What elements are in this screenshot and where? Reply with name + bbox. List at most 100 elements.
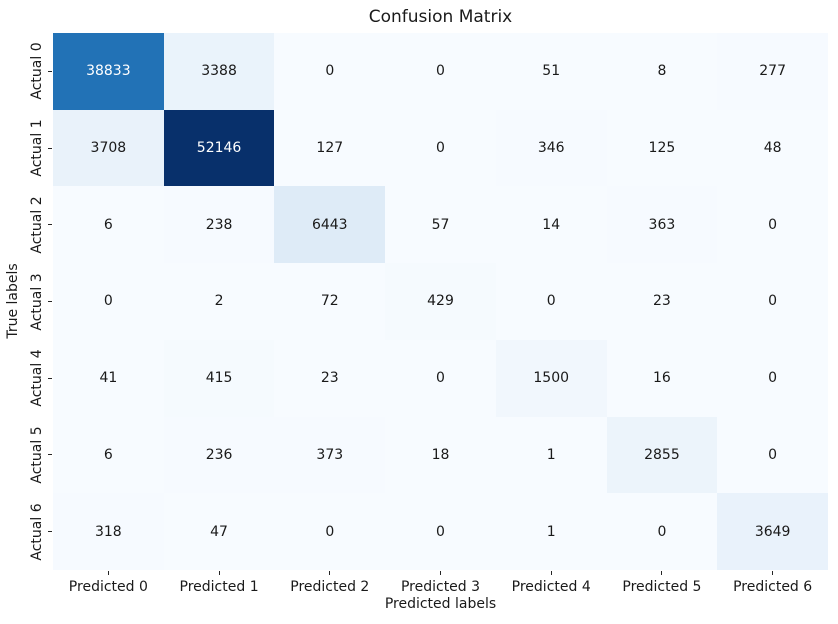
heatmap-cell-r6c2: 0: [274, 493, 386, 570]
cell-value: 125: [648, 140, 676, 157]
heatmap-cell-r6c3: 0: [385, 493, 496, 570]
cell-value: 14: [542, 216, 561, 233]
cell-value: 0: [768, 446, 778, 463]
cell-value: 127: [316, 140, 344, 157]
x-tick-mark-4: [550, 571, 552, 575]
cell-value: 0: [103, 293, 113, 310]
y-tick-label-6: Actual 6: [29, 503, 45, 561]
heatmap-cell-r2c6: 0: [717, 186, 828, 264]
heatmap-cell-r3c5: 23: [606, 263, 718, 340]
heatmap-cell-r0c5: 8: [606, 33, 718, 110]
x-tick-mark-6: [772, 571, 774, 575]
y-tick-mark-6: [48, 531, 52, 533]
y-tick-label-0: Actual 0: [29, 42, 45, 100]
cell-value: 0: [546, 293, 556, 310]
cell-value: 6443: [311, 216, 348, 233]
heatmap-cell-r4c6: 0: [717, 339, 828, 417]
chart-title: Confusion Matrix: [368, 7, 513, 27]
heatmap-cell-r4c5: 16: [606, 339, 718, 417]
heatmap-cell-r2c5: 363: [606, 186, 718, 264]
cell-value: 238: [205, 216, 233, 233]
cell-value: 0: [325, 523, 335, 540]
y-tick-label-3: Actual 3: [29, 272, 45, 331]
x-tick-mark-1: [218, 571, 220, 575]
y-tick-label-1: Actual 1: [29, 119, 45, 177]
heatmap-cell-r4c1: 415: [163, 339, 275, 417]
heatmap-cell-r3c1: 2: [163, 263, 275, 340]
cell-value: 0: [657, 523, 667, 540]
heatmap-cell-r0c4: 51: [495, 33, 607, 110]
cell-value: 0: [768, 370, 778, 387]
heatmap-cell-r2c2: 6443: [274, 186, 386, 264]
cell-value: 51: [542, 63, 561, 80]
heatmap-cell-r6c0: 318: [53, 493, 164, 570]
heatmap-cell-r1c0: 3708: [53, 109, 164, 187]
heatmap-cell-r6c5: 0: [606, 493, 718, 570]
heatmap-cell-r6c6: 3649: [717, 493, 828, 570]
heatmap-cell-r4c0: 41: [53, 339, 164, 417]
x-tick-label-4: Predicted 4: [511, 579, 591, 595]
cell-value: 1500: [533, 370, 570, 387]
x-tick-label-1: Predicted 1: [179, 579, 259, 595]
cell-value: 16: [653, 370, 671, 387]
cell-value: 6: [103, 216, 113, 233]
x-tick-label-3: Predicted 3: [400, 579, 481, 595]
cell-value: 72: [320, 293, 339, 310]
x-axis-label: Predicted labels: [384, 596, 497, 612]
cell-value: 3649: [754, 523, 791, 540]
heatmap-grid: 38833 3388 0 0 51 8 277 3708 52146 127 0 346 125 48 6 2…: [53, 33, 828, 570]
cell-value: 363: [648, 216, 676, 233]
y-tick-label-5: Actual 5: [29, 426, 45, 484]
x-tick-label-0: Predicted 0: [68, 579, 148, 595]
heatmap-cell-r3c6: 0: [717, 263, 828, 340]
cell-value: 236: [205, 446, 233, 463]
heatmap-cell-r4c3: 0: [385, 339, 496, 417]
x-tick-label-6: Predicted 6: [733, 579, 813, 595]
cell-value: 0: [436, 370, 445, 387]
heatmap-cell-r0c0: 38833: [53, 33, 164, 110]
cell-value: 41: [99, 370, 118, 387]
y-tick-mark-5: [48, 454, 52, 456]
heatmap-cell-r3c3: 429: [385, 263, 496, 340]
y-tick-mark-1: [48, 147, 52, 149]
heatmap-cell-r1c3: 0: [385, 109, 496, 187]
cell-value: 318: [94, 523, 122, 540]
cell-value: 3388: [201, 63, 237, 80]
cell-value: 8: [657, 63, 667, 80]
heatmap-cell-r2c0: 6: [53, 186, 164, 264]
cell-value: 2: [214, 293, 224, 310]
x-tick-mark-0: [107, 571, 109, 575]
heatmap-cell-r1c4: 346: [495, 109, 607, 187]
heatmap-cell-r2c1: 238: [163, 186, 275, 264]
cell-value: 47: [210, 523, 228, 540]
heatmap-cell-r1c2: 127: [274, 109, 386, 187]
cell-value: 346: [537, 140, 565, 157]
cell-value: 415: [205, 370, 233, 387]
cell-value: 429: [427, 293, 454, 310]
heatmap-cell-r3c4: 0: [495, 263, 607, 340]
y-tick-mark-2: [48, 224, 52, 226]
cell-value: 0: [768, 216, 778, 233]
y-tick-mark-3: [48, 301, 52, 302]
heatmap-cell-r1c5: 125: [606, 109, 718, 187]
x-tick-mark-2: [329, 571, 331, 575]
x-tick-mark-3: [440, 571, 441, 575]
y-tick-label-2: Actual 2: [29, 196, 45, 254]
cell-value: 2855: [644, 446, 680, 463]
y-tick-label-4: Actual 4: [29, 349, 45, 407]
heatmap-cell-r5c6: 0: [717, 416, 828, 494]
x-tick-mark-5: [661, 571, 663, 575]
cell-value: 0: [436, 140, 445, 157]
cell-value: 1: [546, 523, 556, 540]
cell-value: 48: [763, 140, 782, 157]
cell-value: 3708: [90, 140, 127, 157]
heatmap-cell-r4c4: 1500: [495, 339, 607, 417]
heatmap-cell-r5c5: 2855: [606, 416, 718, 494]
cell-value: 0: [436, 523, 445, 540]
cell-value: 23: [320, 370, 339, 387]
heatmap-cell-r5c3: 18: [385, 416, 496, 494]
heatmap-cell-r0c2: 0: [274, 33, 386, 110]
cell-value: 1: [546, 446, 556, 463]
heatmap-cell-r2c3: 57: [385, 186, 496, 264]
heatmap-cell-r1c6: 48: [717, 109, 828, 187]
